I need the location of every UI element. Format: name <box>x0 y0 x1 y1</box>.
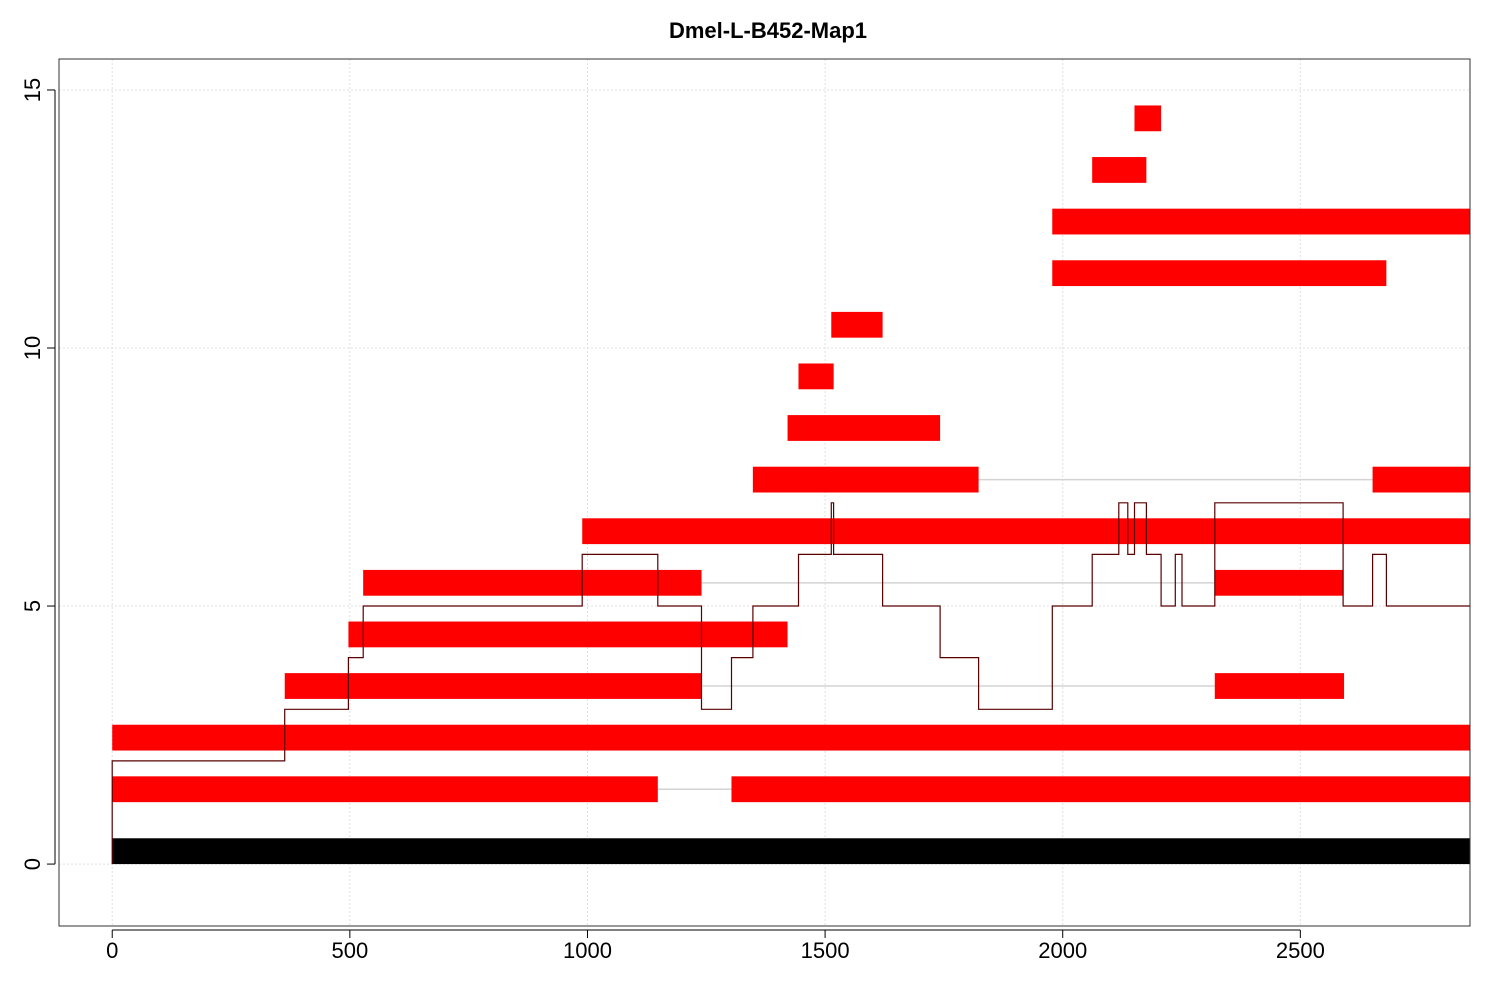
x-tick-label: 500 <box>331 938 368 963</box>
segment-bar <box>731 776 1470 803</box>
segment-bar <box>284 673 702 699</box>
segment-bar <box>348 621 788 648</box>
chart-title: Dmel-L-B452-Map1 <box>669 18 867 43</box>
reference-bar <box>112 838 1471 865</box>
x-tick-label: 1500 <box>801 938 850 963</box>
y-tick-label: 15 <box>20 78 45 102</box>
segment-bar <box>1214 569 1344 596</box>
segment-bar <box>752 466 979 493</box>
y-tick-label: 0 <box>20 858 45 870</box>
x-tick-label: 2500 <box>1276 938 1325 963</box>
segment-bar <box>1214 673 1345 699</box>
segment-bar <box>831 311 883 338</box>
segment-bar <box>1372 466 1470 493</box>
x-tick-label: 0 <box>106 938 118 963</box>
segment-bar <box>1052 208 1470 235</box>
segment-bar <box>112 724 1471 751</box>
y-tick-label: 10 <box>20 336 45 360</box>
coverage-step-line <box>111 502 1470 865</box>
segment-bar <box>363 569 702 596</box>
segment-bar <box>112 776 658 803</box>
x-tick-label: 2000 <box>1038 938 1087 963</box>
segment-bar <box>582 518 1470 545</box>
y-tick-label: 5 <box>20 600 45 612</box>
segment-bars <box>112 105 1471 865</box>
axes: 0 500 1000 1500 2000 2500 0 5 10 15 <box>20 78 1325 963</box>
coverage-line <box>111 502 1470 865</box>
segment-bar <box>1134 105 1162 132</box>
segment-bar <box>1052 260 1387 287</box>
x-tick-label: 1000 <box>563 938 612 963</box>
segment-bar <box>787 415 941 441</box>
segment-bar <box>1092 157 1147 183</box>
segment-bar <box>798 363 834 390</box>
connector-lines <box>657 478 1373 790</box>
plot-frame <box>58 58 1471 927</box>
